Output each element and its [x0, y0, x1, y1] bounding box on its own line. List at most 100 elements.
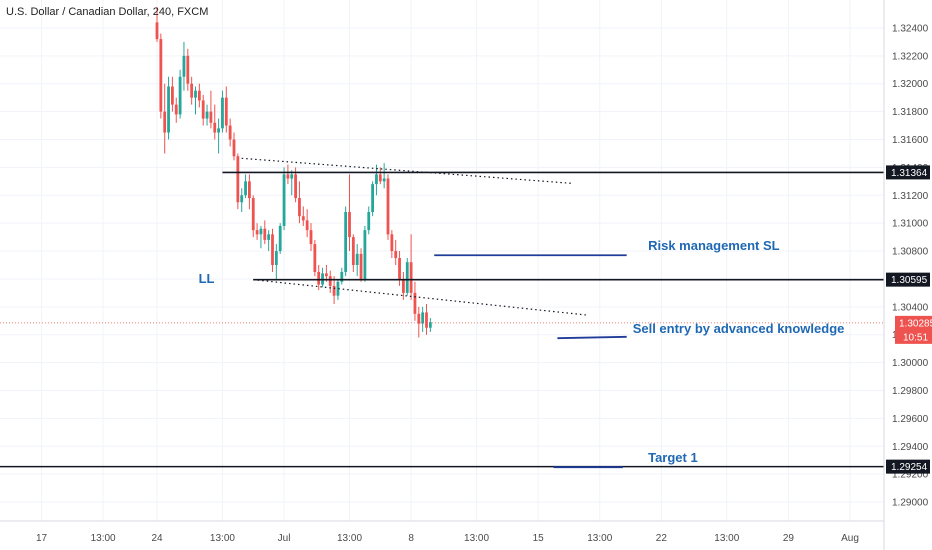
candle-body — [224, 97, 228, 126]
candle-body — [402, 278, 405, 293]
candle — [371, 181, 374, 217]
candle — [332, 276, 336, 305]
candle — [209, 90, 213, 129]
candle — [167, 76, 170, 140]
y-tick-label: 1.31600 — [892, 135, 929, 146]
current-price-bg — [895, 315, 932, 344]
candle — [425, 304, 428, 335]
candle-body — [209, 111, 213, 123]
price-label-bg — [886, 459, 930, 474]
price-label-value: 1.29254 — [891, 462, 928, 473]
candle-body — [390, 234, 394, 252]
y-tick-label: 1.29800 — [892, 386, 929, 397]
candle-body — [309, 230, 313, 245]
candles-layer — [155, 7, 432, 338]
candle — [405, 258, 409, 296]
candle — [336, 278, 340, 300]
countdown-timer: 10:51 — [903, 332, 928, 343]
annotation-label-ll: LL — [199, 271, 215, 286]
x-tick-label: 17 — [36, 533, 48, 544]
candle-body — [421, 312, 425, 324]
candle — [263, 220, 267, 245]
candle-body — [301, 216, 305, 221]
y-tick-label: 1.30000 — [892, 358, 929, 369]
candle-body — [228, 125, 232, 140]
candle — [413, 281, 417, 321]
candle-body — [201, 100, 205, 119]
candle — [228, 118, 232, 147]
candle — [178, 69, 182, 119]
candle — [386, 174, 390, 240]
candle-body — [328, 276, 332, 286]
candle-body — [394, 251, 398, 259]
chart-title: U.S. Dollar / Canadian Dollar, 240, FXCM — [6, 6, 208, 18]
candle-body — [197, 90, 201, 101]
candle — [217, 118, 220, 154]
candle-body — [159, 39, 163, 112]
candle-body — [271, 234, 274, 265]
candle — [382, 163, 386, 189]
candle-body — [313, 244, 317, 272]
candle — [313, 239, 317, 277]
candle-body — [248, 181, 251, 199]
x-tick-label: 24 — [151, 533, 163, 544]
candle-body — [255, 230, 259, 235]
candle — [159, 33, 163, 119]
candle-body — [363, 230, 367, 279]
candle — [355, 244, 359, 277]
candle — [278, 223, 282, 254]
price-label-box: 1.29254 — [886, 459, 930, 474]
candle — [171, 76, 174, 112]
y-tick-label: 1.29200 — [892, 470, 929, 481]
candle-body — [186, 55, 190, 84]
candle — [409, 234, 413, 300]
candle-body — [325, 273, 328, 277]
candle — [221, 90, 224, 133]
candle — [344, 206, 348, 277]
candle-body — [317, 271, 321, 285]
x-tick-label: 15 — [533, 533, 545, 544]
candle — [402, 271, 405, 300]
candle-body — [174, 104, 178, 115]
annotation-label: Risk management SL — [648, 238, 780, 253]
candle-body — [413, 292, 417, 314]
candle-body — [294, 174, 297, 199]
candle-body — [232, 139, 236, 157]
drawings-layer: Risk management SL Sell entry by advanced… — [0, 157, 884, 469]
candle — [282, 167, 286, 231]
candle — [351, 234, 355, 272]
candle — [317, 265, 321, 291]
candle — [290, 170, 294, 196]
price-axis[interactable]: 1.324001.322001.320001.318001.316001.314… — [892, 23, 929, 508]
candle-body — [355, 253, 359, 265]
candle-body — [163, 111, 167, 133]
candle-body — [263, 228, 267, 240]
y-tick-label: 1.32200 — [892, 51, 929, 62]
candle — [309, 223, 313, 252]
y-tick-label: 1.31000 — [892, 219, 929, 230]
candle — [340, 267, 344, 285]
time-axis[interactable]: 17 13:00 24 13:00 Jul 13:00 8 13:00 15 13:00 22 13:… — [36, 533, 859, 544]
x-tick-label: 8 — [408, 533, 414, 544]
candle — [201, 94, 205, 126]
y-tick-label: 1.32400 — [892, 23, 929, 34]
candle — [375, 164, 378, 196]
annotation-label: Target 1 — [648, 450, 698, 465]
x-tick-label: Jul — [278, 533, 291, 544]
candle — [190, 76, 194, 105]
blue-annotation-line[interactable] — [557, 335, 627, 340]
candle-body — [405, 262, 409, 293]
candle-body — [290, 174, 294, 179]
candle-body — [348, 212, 351, 238]
dotted-trendline[interactable] — [241, 157, 573, 185]
y-tick-label: 1.30800 — [892, 247, 929, 258]
price-label-box: 1.30595 — [886, 272, 930, 287]
candle — [348, 174, 351, 252]
candle-body — [378, 174, 382, 182]
candle-body — [351, 237, 355, 265]
candle-body — [428, 322, 432, 328]
candle-body — [167, 86, 170, 133]
candle — [155, 7, 159, 42]
